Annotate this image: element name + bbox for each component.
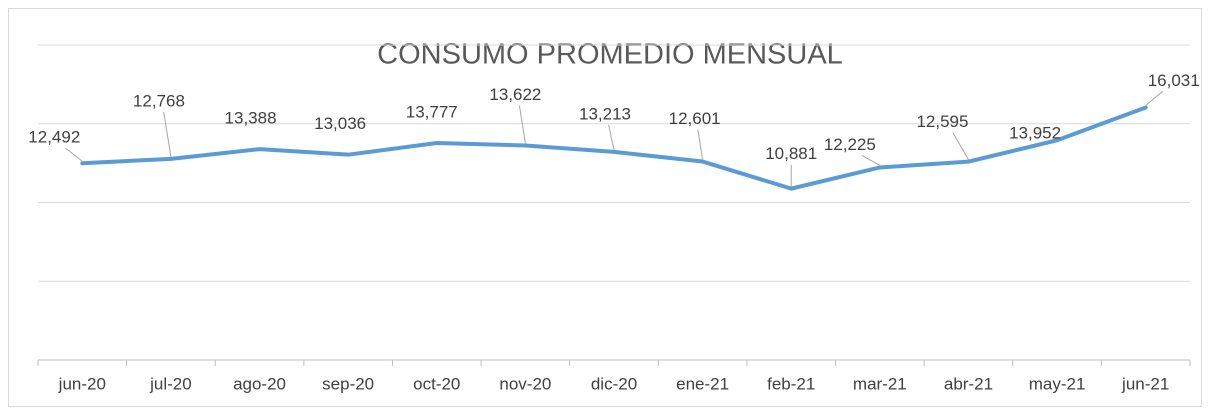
leader-line (518, 105, 526, 144)
data-label: 12,595 (916, 112, 968, 131)
x-tick-label: nov-20 (499, 374, 551, 393)
x-tick-label: may-21 (1029, 374, 1086, 393)
x-tick-label: jul-20 (149, 374, 192, 393)
data-label: 16,031 (1148, 71, 1200, 90)
x-tick-label: jun-21 (1121, 374, 1169, 393)
data-label: 13,952 (1009, 124, 1061, 143)
x-tick-label: abr-21 (944, 374, 993, 393)
chart-border (8, 8, 1202, 407)
data-label: 13,213 (579, 104, 631, 123)
x-tick-label: dic-20 (591, 374, 637, 393)
x-tick-label: oct-20 (413, 374, 460, 393)
x-tick-label: mar-21 (853, 374, 907, 393)
data-label: 12,601 (669, 109, 721, 128)
x-tick-label: sep-20 (322, 374, 374, 393)
chart-title: CONSUMO PROMEDIO MENSUAL (377, 39, 843, 71)
leader-line (1145, 91, 1163, 106)
data-label: 12,225 (824, 135, 876, 154)
leader-line (697, 129, 704, 160)
leader-line (163, 111, 172, 157)
data-label: 13,036 (314, 114, 366, 133)
x-tick-label: ago-20 (233, 374, 286, 393)
x-tick-label: jun-20 (58, 374, 106, 393)
leader-line (861, 155, 881, 166)
x-tick-label: feb-21 (767, 374, 815, 393)
data-label: 13,388 (225, 109, 277, 128)
x-tick-label: ene-21 (676, 374, 729, 393)
leader-line (65, 147, 83, 162)
series-line (80, 105, 1148, 191)
data-label: 13,622 (489, 85, 541, 104)
leader-line (608, 124, 615, 151)
data-label: 13,777 (406, 102, 458, 121)
data-label: 12,492 (28, 128, 80, 147)
leader-line (952, 132, 969, 160)
data-label: 10,881 (765, 144, 817, 163)
data-label: 12,768 (133, 91, 185, 110)
